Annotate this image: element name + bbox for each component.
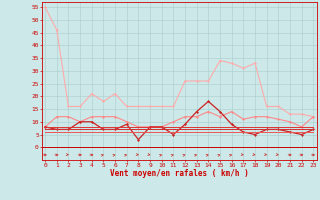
X-axis label: Vent moyen/en rafales ( km/h ): Vent moyen/en rafales ( km/h )	[110, 169, 249, 178]
